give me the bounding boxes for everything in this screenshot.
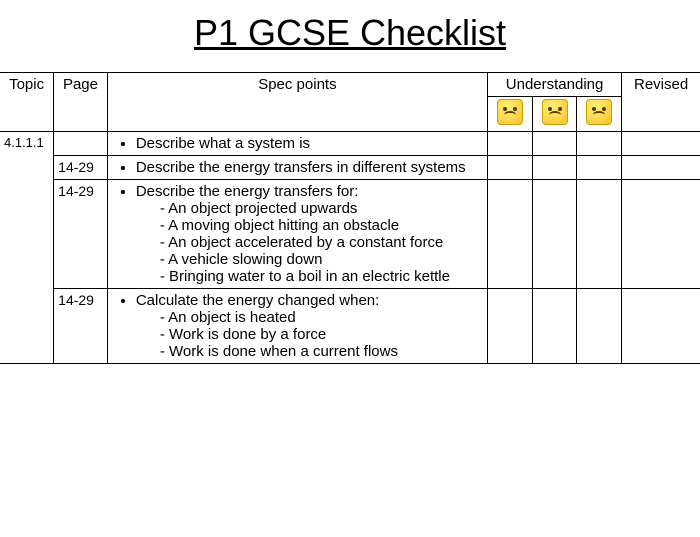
table-row: 4.1.1.1 Describe what a system is <box>0 132 700 156</box>
revised-cell[interactable] <box>622 132 700 156</box>
spec-subpoint: An object accelerated by a constant forc… <box>160 234 483 251</box>
header-revised: Revised <box>622 73 700 132</box>
spec-cell: Describe what a system is <box>107 132 487 156</box>
understanding-cell[interactable] <box>532 156 577 180</box>
spec-subpoint: A vehicle slowing down <box>160 251 483 268</box>
revised-cell[interactable] <box>622 289 700 364</box>
understanding-cell[interactable] <box>532 289 577 364</box>
page-title: P1 GCSE Checklist <box>0 12 700 54</box>
table-row: 14-29 Describe the energy transfers in d… <box>0 156 700 180</box>
understanding-happy-icon <box>577 97 622 132</box>
spec-point: Describe the energy transfers for: An ob… <box>136 183 483 285</box>
header-page: Page <box>54 73 108 132</box>
header-topic: Topic <box>0 73 54 132</box>
understanding-cell[interactable] <box>577 156 622 180</box>
revised-cell[interactable] <box>622 180 700 289</box>
spec-subpoint: Work is done by a force <box>160 326 483 343</box>
page-cell: 14-29 <box>54 156 108 180</box>
spec-cell: Calculate the energy changed when: An ob… <box>107 289 487 364</box>
understanding-cell[interactable] <box>532 180 577 289</box>
understanding-cell[interactable] <box>577 132 622 156</box>
spec-subpoint: Bringing water to a boil in an electric … <box>160 268 483 285</box>
topic-cell: 4.1.1.1 <box>0 132 54 364</box>
page-cell: 14-29 <box>54 180 108 289</box>
understanding-cell[interactable] <box>487 180 532 289</box>
spec-subpoint: An object is heated <box>160 309 483 326</box>
table-row: 14-29 Calculate the energy changed when:… <box>0 289 700 364</box>
understanding-cell[interactable] <box>487 289 532 364</box>
spec-cell: Describe the energy transfers for: An ob… <box>107 180 487 289</box>
understanding-neutral-icon <box>532 97 577 132</box>
spec-point: Describe what a system is <box>136 135 483 152</box>
revised-cell[interactable] <box>622 156 700 180</box>
header-understanding: Understanding <box>487 73 621 97</box>
understanding-cell[interactable] <box>577 289 622 364</box>
spec-subpoint: Work is done when a current flows <box>160 343 483 360</box>
spec-cell: Describe the energy transfers in differe… <box>107 156 487 180</box>
understanding-cell[interactable] <box>487 156 532 180</box>
page-cell <box>54 132 108 156</box>
page-cell: 14-29 <box>54 289 108 364</box>
spec-subpoint: A moving object hitting an obstacle <box>160 217 483 234</box>
understanding-cell[interactable] <box>487 132 532 156</box>
understanding-cell[interactable] <box>532 132 577 156</box>
header-spec: Spec points <box>107 73 487 132</box>
header-row: Topic Page Spec points Understanding Rev… <box>0 73 700 97</box>
table-row: 14-29 Describe the energy transfers for:… <box>0 180 700 289</box>
spec-point: Describe the energy transfers in differe… <box>136 159 483 176</box>
spec-subpoint: An object projected upwards <box>160 200 483 217</box>
spec-point: Calculate the energy changed when: An ob… <box>136 292 483 360</box>
understanding-cell[interactable] <box>577 180 622 289</box>
checklist-table: Topic Page Spec points Understanding Rev… <box>0 72 700 364</box>
understanding-sad-icon <box>487 97 532 132</box>
